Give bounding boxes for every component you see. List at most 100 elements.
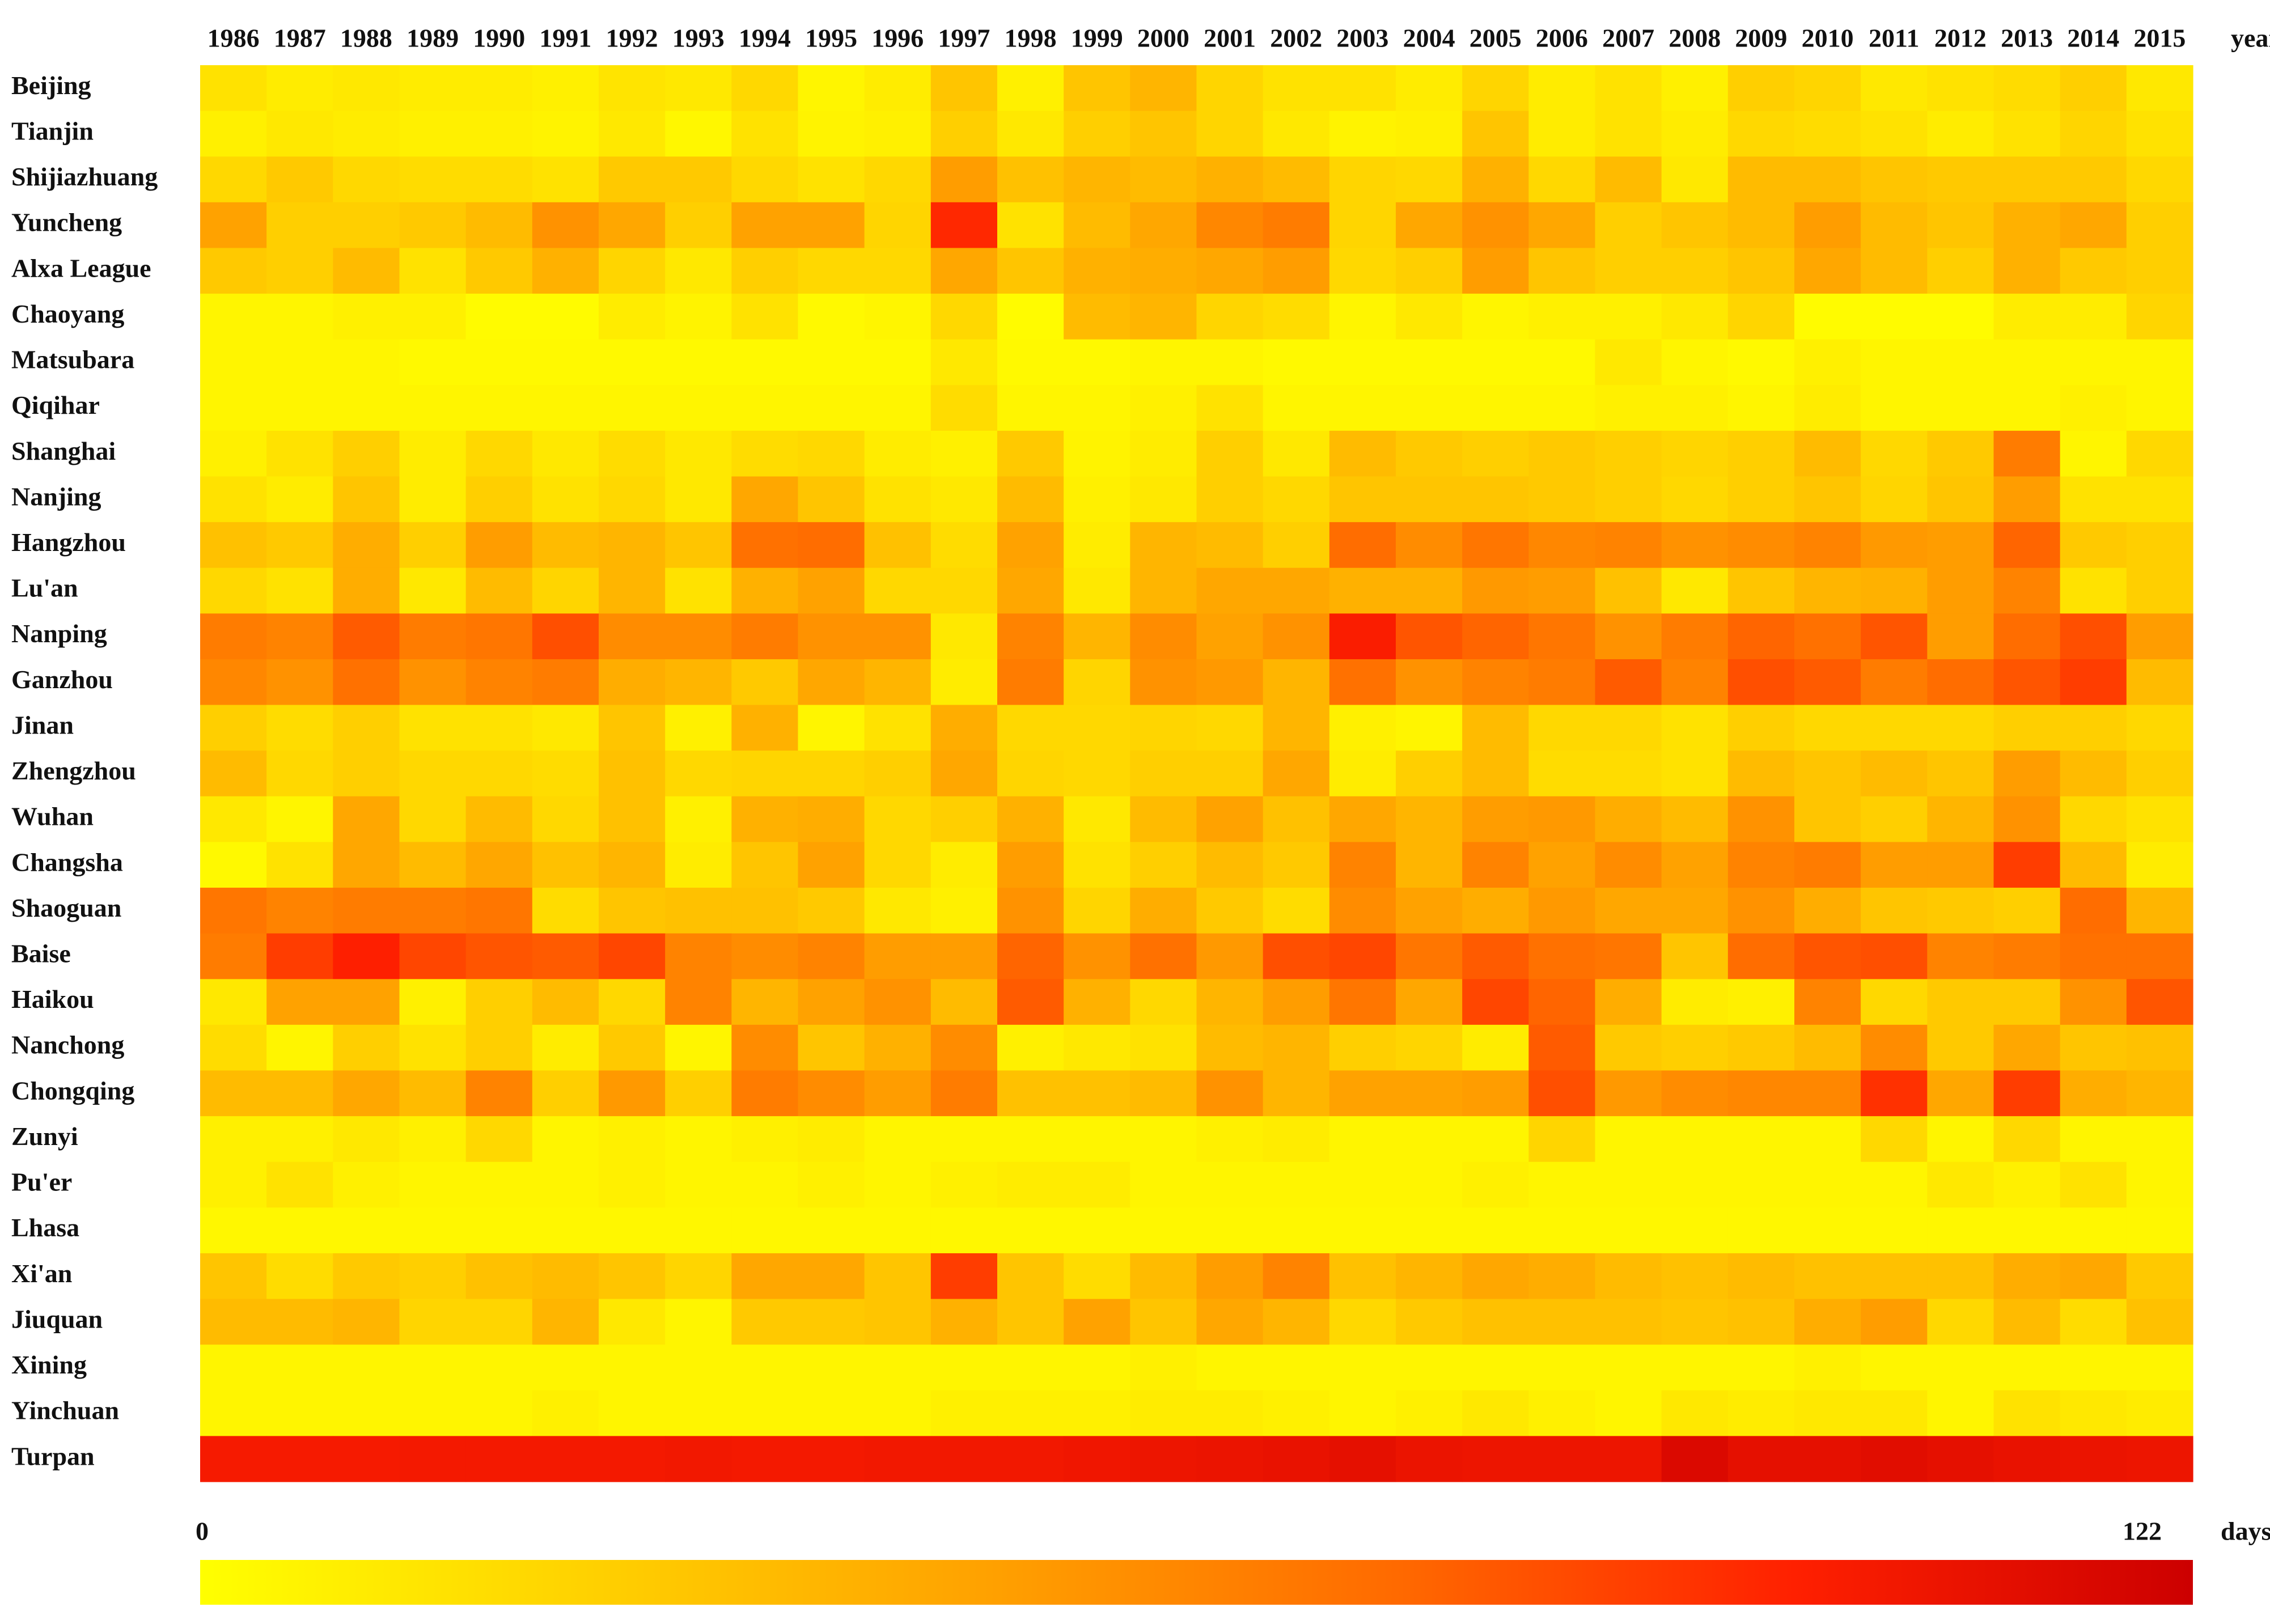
heatmap-cell (532, 1024, 599, 1071)
heatmap-cell (1064, 522, 1130, 569)
heatmap-cell (465, 567, 533, 614)
heatmap-cell (798, 1345, 865, 1391)
heatmap-cell (864, 111, 931, 157)
heatmap-cell (532, 659, 599, 706)
heatmap-cell (1927, 476, 1994, 523)
heatmap-cell (731, 613, 799, 660)
heatmap-cell (1462, 430, 1529, 477)
heatmap-cell (1727, 1024, 1795, 1071)
heatmap-cell (333, 522, 400, 569)
heatmap-cell (1130, 1299, 1197, 1345)
heatmap-cell (1595, 1253, 1662, 1300)
x-tick-label: 2005 (1469, 24, 1522, 53)
heatmap-cell (2060, 1436, 2127, 1482)
heatmap-cell (1661, 1253, 1729, 1300)
x-tick-label: 2013 (2001, 24, 2053, 53)
heatmap-cell (1595, 1024, 1662, 1071)
heatmap-cell (665, 1161, 732, 1208)
heatmap-cell (1861, 933, 1928, 980)
heatmap-cell (599, 1116, 666, 1163)
heatmap-cell (333, 1390, 400, 1436)
heatmap-cell (1462, 750, 1529, 797)
heatmap-cell (1993, 111, 2061, 157)
heatmap-cell (1396, 933, 1463, 980)
heatmap-cell (1130, 796, 1197, 843)
heatmap-cell (1861, 1253, 1928, 1300)
heatmap-cell (997, 156, 1064, 203)
heatmap-cell (1595, 1161, 1662, 1208)
heatmap-cell (1196, 796, 1264, 843)
heatmap-cell (1462, 659, 1529, 706)
heatmap-cell (1130, 659, 1197, 706)
heatmap-cell (731, 1207, 799, 1254)
heatmap-cell (532, 430, 599, 477)
heatmap-cell (1993, 339, 2061, 385)
heatmap-cell (1727, 842, 1795, 888)
x-tick-label: 2011 (1869, 24, 1919, 53)
heatmap-cell (399, 659, 467, 706)
heatmap-cell (532, 385, 599, 431)
heatmap-cell (465, 156, 533, 203)
heatmap-cell (465, 979, 533, 1025)
x-tick-label: 1993 (672, 24, 725, 53)
heatmap-cell (930, 659, 998, 706)
heatmap-cell (930, 1253, 998, 1300)
heatmap-cell (1263, 156, 1330, 203)
heatmap-cell (665, 339, 732, 385)
heatmap-cell (532, 888, 599, 934)
heatmap-cell (1993, 385, 2061, 431)
heatmap-cell (2060, 339, 2127, 385)
heatmap-cell (798, 476, 865, 523)
heatmap-cell (864, 750, 931, 797)
heatmap-cell (1196, 659, 1264, 706)
heatmap-cell (665, 750, 732, 797)
heatmap-cell (997, 842, 1064, 888)
heatmap-cell (864, 476, 931, 523)
heatmap-cell (1595, 796, 1662, 843)
y-tick-label: Yuncheng (11, 208, 122, 237)
heatmap-cell (599, 1253, 666, 1300)
heatmap-cell (665, 522, 732, 569)
heatmap-cell (200, 339, 267, 385)
heatmap-cell (1861, 1436, 1928, 1482)
heatmap-cell (399, 1390, 467, 1436)
heatmap-cell (1861, 65, 1928, 112)
heatmap-cell (1528, 796, 1596, 843)
heatmap-cell (798, 705, 865, 751)
heatmap-cell (599, 613, 666, 660)
heatmap-cell (864, 65, 931, 112)
heatmap-cell (2060, 1345, 2127, 1391)
heatmap-cell (200, 111, 267, 157)
heatmap-cell (399, 1070, 467, 1117)
heatmap-cell (1329, 567, 1396, 614)
heatmap-cell (1064, 111, 1130, 157)
heatmap-cell (1130, 613, 1197, 660)
heatmap-cell (1196, 979, 1264, 1025)
x-tick-label: 1996 (871, 24, 924, 53)
heatmap-cell (1595, 979, 1662, 1025)
heatmap-cell (399, 933, 467, 980)
heatmap-cell (1595, 705, 1662, 751)
heatmap-cell (1528, 65, 1596, 112)
heatmap-cell (1130, 933, 1197, 980)
heatmap-cell (1927, 1116, 1994, 1163)
heatmap-cell (1396, 1436, 1463, 1482)
heatmap-cell (1263, 1070, 1330, 1117)
heatmap-cell (399, 65, 467, 112)
heatmap-cell (399, 339, 467, 385)
heatmap-cell (1993, 1390, 2061, 1436)
heatmap-cell (266, 65, 333, 112)
heatmap-cell (1927, 1161, 1994, 1208)
heatmap-cell (1130, 476, 1197, 523)
heatmap-cell (399, 888, 467, 934)
heatmap-cell (1064, 202, 1130, 249)
heatmap-cell (1794, 1253, 1861, 1300)
heatmap-cell (1927, 522, 1994, 569)
heatmap-cell (1528, 385, 1596, 431)
heatmap-cell (200, 476, 267, 523)
heatmap-cell (2126, 1436, 2193, 1482)
heatmap-cell (465, 294, 533, 340)
heatmap-cell (1528, 1390, 1596, 1436)
heatmap-cell (1927, 888, 1994, 934)
